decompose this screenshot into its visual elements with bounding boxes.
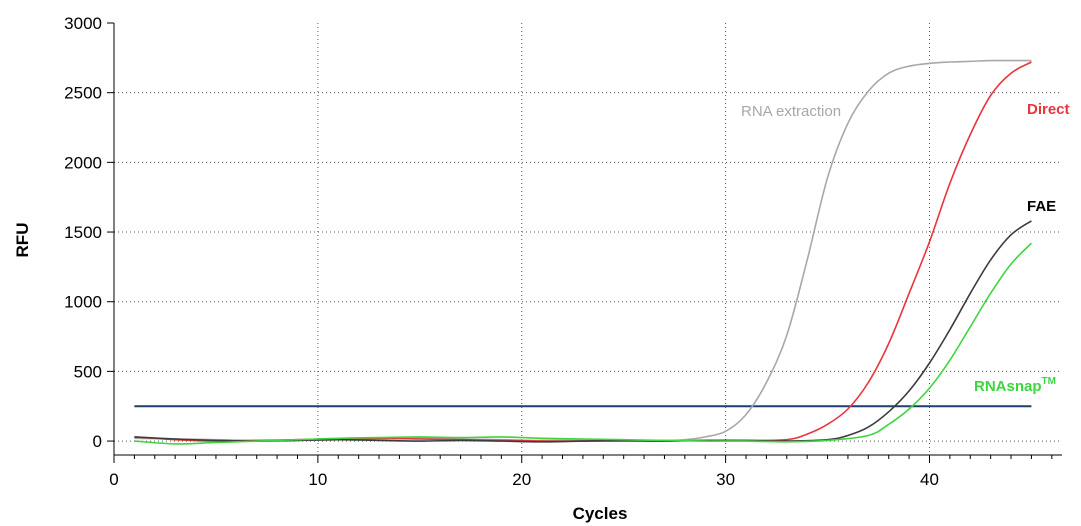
grid [114,23,1062,455]
y-tick-label: 1000 [64,293,102,312]
rnasnap-trademark: TM [1042,376,1056,387]
x-tick-label: 0 [109,470,118,489]
series-line-direct [134,61,1032,442]
y-tick-label: 2000 [64,153,102,172]
x-tick-label: 10 [308,470,327,489]
x-tick-label: 20 [512,470,531,489]
y-tick-label: 2500 [64,84,102,103]
series-layer [134,59,1032,445]
x-tick-label: 30 [716,470,735,489]
y-tick-label: 3000 [64,14,102,33]
series-label-rna-extraction: RNA extraction [741,103,841,120]
series-label-direct: Direct [1027,101,1070,118]
series-line-rnasnap [134,242,1032,445]
x-tick-label: 40 [920,470,939,489]
axes: 0 10 20 30 40 0 500 1000 1500 2000 2500 3000 [64,14,1062,489]
series-label-fae: FAE [1027,198,1056,215]
rnasnap-label-text: RNAsnap [974,378,1042,395]
y-tick-label: 500 [74,362,102,381]
series-line-rna-extraction [134,59,1032,442]
y-tick-label: 1500 [64,223,102,242]
y-axis-title: RFU [13,223,32,258]
x-axis-title: Cycles [573,504,628,523]
series-line-fae [134,220,1032,443]
series-label-rnasnap: RNAsnapTM [974,376,1056,395]
y-tick-label: 0 [93,432,102,451]
